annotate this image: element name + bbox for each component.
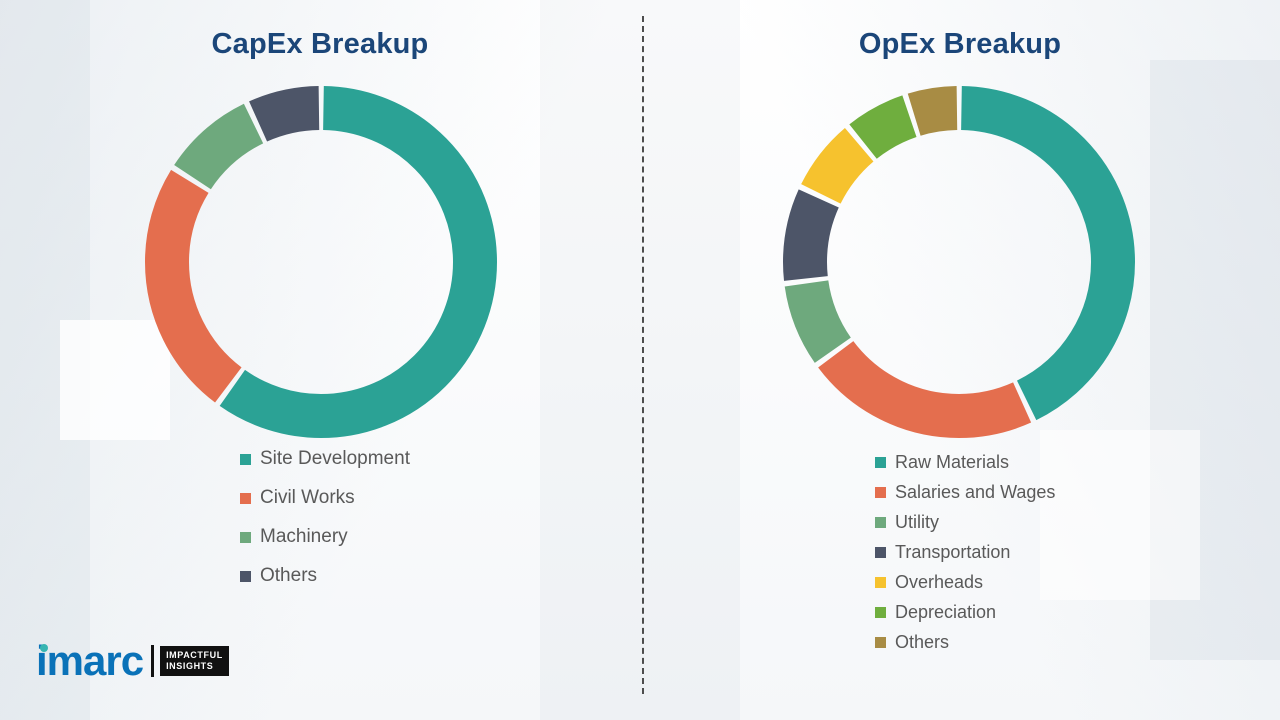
legend-label: Others	[895, 632, 950, 652]
imarc-logo-wordmark: imarc	[36, 637, 144, 684]
legend-item: Overheads	[875, 572, 1055, 593]
capex-chart-title: CapEx Breakup	[211, 28, 429, 60]
opex-legend: Raw Materials Salaries and Wages Utility Tr…	[875, 452, 1055, 653]
legend-swatch-icon	[240, 531, 251, 543]
legend-swatch-icon	[240, 453, 251, 465]
legend-item: Transportation	[875, 542, 1055, 563]
legend-item: Machinery	[240, 526, 410, 548]
legend-swatch-icon	[240, 570, 251, 582]
legend-label: Depreciation	[895, 602, 997, 622]
legend-label: Civil Works	[260, 487, 355, 508]
legend-label: Raw Materials	[895, 452, 1010, 472]
imarc-logo-tagline: IMPACTFUL INSIGHTS	[160, 645, 229, 677]
legend-swatch-icon	[875, 577, 886, 588]
legend-label: Utility	[895, 512, 939, 532]
legend-swatch-icon	[240, 492, 251, 504]
legend-swatch-icon	[875, 517, 886, 528]
legend-item: Others	[240, 565, 410, 587]
legend-swatch-icon	[875, 637, 886, 648]
opex-chart-title: OpEx Breakup	[858, 28, 1062, 60]
legend-label: Salaries and Wages	[895, 482, 1056, 502]
legend-label: Others	[260, 565, 318, 586]
tagline-line-2: INSIGHTS	[166, 661, 214, 671]
legend-swatch-icon	[875, 607, 886, 618]
legend-swatch-icon	[875, 547, 886, 558]
capex-legend: Site Development Civil Works Machinery Othe…	[240, 448, 410, 587]
donut-segment	[145, 86, 497, 438]
donut-svg	[783, 86, 1135, 438]
legend-swatch-icon	[875, 487, 886, 498]
opex-donut-chart	[779, 82, 1139, 442]
donut-segment	[783, 86, 1135, 438]
legend-swatch-icon	[875, 457, 886, 468]
donut-segment	[783, 86, 1135, 438]
opex-chart-section: OpEx Breakup Raw Materials Salaries and W…	[640, 0, 1280, 720]
legend-item: Others	[875, 632, 1055, 653]
legend-item: Raw Materials	[875, 452, 1055, 473]
donut-segment	[783, 86, 1135, 438]
legend-label: Transportation	[895, 542, 1011, 562]
donut-svg	[145, 86, 497, 438]
capex-donut-chart	[141, 82, 501, 442]
legend-label: Site Development	[260, 448, 410, 469]
imarc-logo-separator	[151, 645, 155, 677]
legend-item: Depreciation	[875, 602, 1055, 623]
legend-item: Civil Works	[240, 487, 410, 509]
legend-item: Utility	[875, 512, 1055, 533]
imarc-logo: imarc IMPACTFUL INSIGHTS	[36, 640, 229, 682]
imarc-brand-text: imarc	[36, 637, 144, 684]
legend-item: Salaries and Wages	[875, 482, 1055, 503]
legend-label: Machinery	[260, 526, 348, 547]
capex-chart-section: CapEx Breakup Site Development Civil Work…	[141, 28, 501, 587]
legend-label: Overheads	[895, 572, 984, 592]
imarc-logo-dot-icon	[40, 644, 48, 652]
legend-item: Site Development	[240, 448, 410, 470]
donut-segment	[145, 86, 497, 438]
vertical-dashed-divider	[642, 16, 644, 694]
tagline-line-1: IMPACTFUL	[166, 649, 223, 660]
